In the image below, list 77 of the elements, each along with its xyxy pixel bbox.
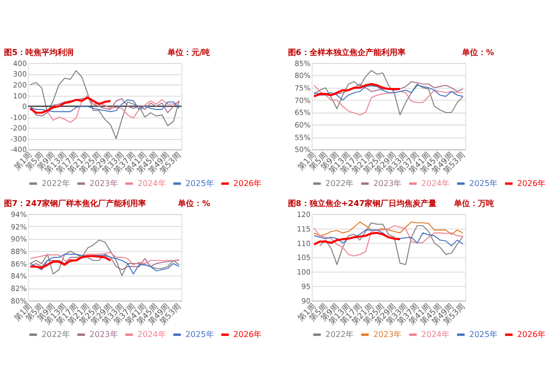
legend-label: 2023年 [373,330,402,340]
y-tick-label: 120 [296,210,311,219]
y-tick-label: 92% [10,222,27,232]
legend-label: 2024年 [421,179,450,188]
legend-label: 2024年 [138,179,166,188]
y-tick-label: 100 [296,268,311,277]
y-tick-label: 110 [296,238,311,248]
legend-label: 2026年 [517,179,546,188]
y-tick-label: 94% [10,210,27,219]
line-series [319,222,464,266]
line-series [313,232,402,246]
line-series [30,254,180,274]
line-series [30,252,180,266]
legend-label: 2025年 [185,330,214,340]
y-tick-label: 300 [13,70,28,79]
legend-label: 2023年 [90,179,118,188]
y-tick-label: 90 [301,296,311,306]
legend-label: 2025年 [469,330,498,340]
y-tick-label: -300 [10,134,28,144]
line-series [29,255,112,269]
legend-label: 2026年 [233,330,262,340]
y-tick-label: 0 [22,102,28,112]
line-series [30,70,180,140]
y-tick-label: 100 [13,91,28,100]
y-tick-label: 65% [294,108,311,118]
chart-subtitle: 单位：% [177,199,210,208]
y-tick-label: 60% [294,120,311,130]
line-series [314,221,464,236]
text: 2022年 [325,330,354,340]
y-tick-label: 84% [10,272,27,281]
y-tick-label: 82% [10,284,27,293]
legend-label: 2023年 [373,179,402,188]
y-tick-label: -200 [10,124,28,133]
y-tick-label: 86% [10,259,27,268]
y-tick-label: 70% [294,96,311,105]
y-tick-label: 85% [294,58,311,68]
line-series [314,84,464,101]
legend-label: 2022年 [42,330,70,340]
line-series [314,225,464,256]
legend-label: 2024年 [421,330,450,340]
y-tick-label: 75% [294,84,311,93]
line-series [314,84,464,116]
legend-label: 2024年 [138,330,166,340]
chart-subtitle: 单位：% [461,48,494,58]
chart-subtitle: 单位：万吨 [453,199,494,208]
line-series [29,96,112,114]
y-tick-label: 80% [10,296,27,306]
y-tick-label: -100 [10,112,28,122]
line-series [30,94,180,123]
chart-title: 图5：吨焦平均利润 [4,47,74,58]
legend-label: 2025年 [469,179,498,188]
line-series [314,70,464,116]
line-series [30,254,180,270]
line-series [30,97,180,116]
legend-label: 2022年 [42,179,70,188]
legend-label: 2023年 [90,330,118,340]
chart-title: 图6：全样本独立焦企产能利用率 [288,47,406,58]
chart-subtitle: 单位：元/吨 [166,48,210,58]
y-tick-label: 90% [10,234,27,244]
text: 2022年 [325,179,354,188]
line-series [30,240,180,276]
chart-title: 图7：247家钢厂样本焦化厂产能利用率 [4,198,146,208]
y-tick-label: 50% [294,145,311,154]
legend-label: 2025年 [185,179,214,188]
y-tick-label: 200 [13,80,28,90]
y-tick-label: 55% [294,132,311,142]
legend-label: 2026年 [233,179,262,188]
y-tick-label: 115 [296,224,311,234]
legend-label: 2026年 [517,330,546,340]
y-tick-label: 95 [301,282,311,291]
chart-title: 图8：独立焦企+247家钢厂日均焦炭产量 [288,198,437,208]
y-tick-label: 105 [296,253,311,262]
line-series [30,99,180,112]
line-series [313,83,402,98]
y-tick-label: 80% [294,71,311,80]
y-tick-label: 400 [13,58,28,68]
y-tick-label: 88% [10,246,27,256]
